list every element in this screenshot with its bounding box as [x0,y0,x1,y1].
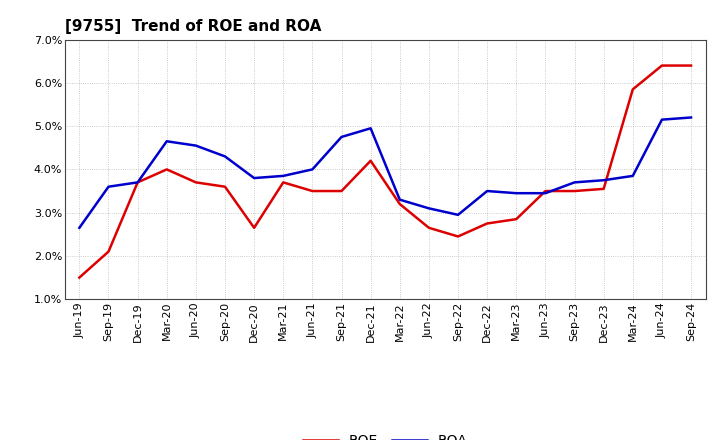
ROE [395,202,404,207]
ROE [279,180,287,185]
ROE [308,188,317,194]
ROA [454,212,462,217]
ROA [308,167,317,172]
ROA [220,154,229,159]
ROE [250,225,258,231]
ROA [133,180,142,185]
ROE [570,188,579,194]
ROE [425,225,433,231]
ROA [250,176,258,181]
ROA [425,205,433,211]
ROE [104,249,113,254]
ROA [599,178,608,183]
Line: ROE: ROE [79,66,691,278]
ROE [366,158,375,163]
ROA [192,143,200,148]
ROA [337,134,346,139]
ROA [483,188,492,194]
Legend: ROE, ROA: ROE, ROA [297,428,473,440]
ROE [541,188,550,194]
ROE [657,63,666,68]
ROA [395,197,404,202]
ROE [629,87,637,92]
ROE [192,180,200,185]
ROA [541,191,550,196]
ROA [687,115,696,120]
ROE [512,216,521,222]
ROE [337,188,346,194]
ROE [599,186,608,191]
ROA [657,117,666,122]
ROA [163,139,171,144]
ROE [687,63,696,68]
Text: [9755]  Trend of ROE and ROA: [9755] Trend of ROE and ROA [65,19,321,34]
ROE [454,234,462,239]
ROE [483,221,492,226]
ROA [512,191,521,196]
ROA [629,173,637,179]
ROA [570,180,579,185]
ROA [75,225,84,231]
ROE [133,180,142,185]
ROA [366,126,375,131]
ROA [104,184,113,189]
ROA [279,173,287,179]
ROE [163,167,171,172]
Line: ROA: ROA [79,117,691,228]
ROE [220,184,229,189]
ROE [75,275,84,280]
